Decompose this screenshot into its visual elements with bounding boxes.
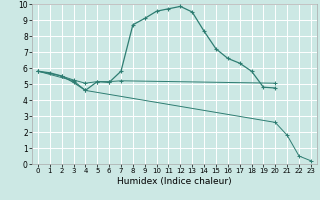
X-axis label: Humidex (Indice chaleur): Humidex (Indice chaleur) <box>117 177 232 186</box>
